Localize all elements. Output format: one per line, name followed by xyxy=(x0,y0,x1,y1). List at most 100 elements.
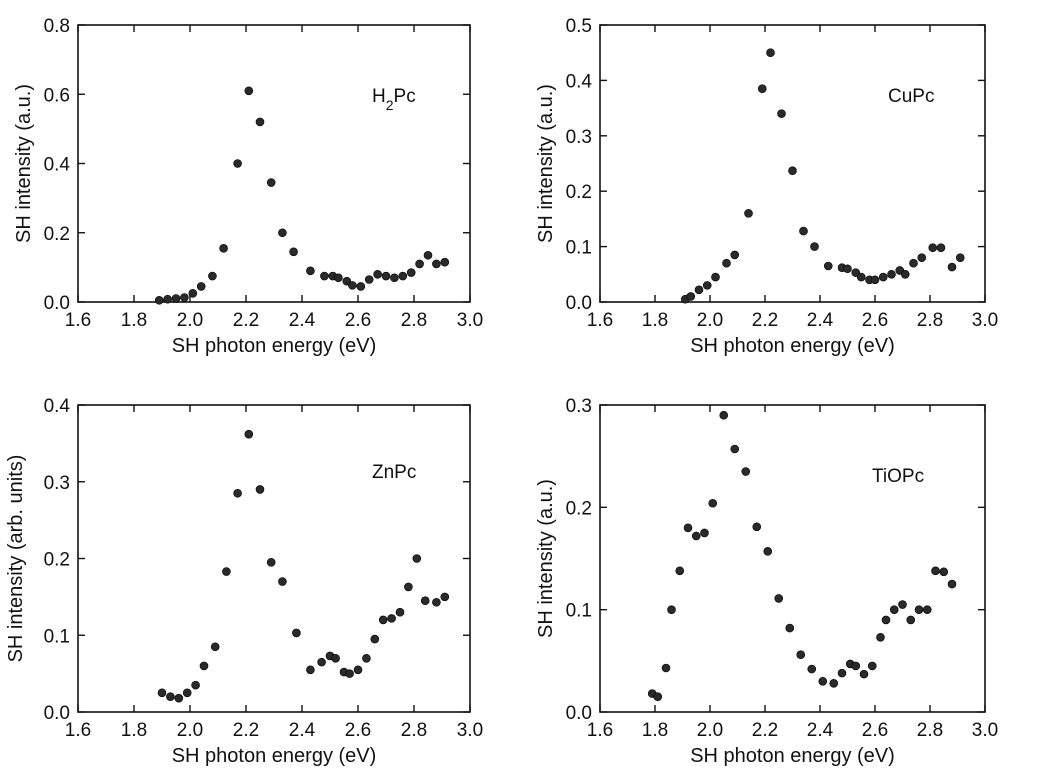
y-tick-label: 0.1 xyxy=(566,601,592,622)
data-point xyxy=(373,269,382,279)
data-point xyxy=(777,109,786,118)
data-point xyxy=(244,429,254,439)
data-point xyxy=(406,268,416,277)
x-tick-label: 2.8 xyxy=(917,310,943,331)
data-point xyxy=(317,657,326,667)
y-tick-label: 0.0 xyxy=(44,293,70,314)
panel-2: 1.6 1.8 2.0 2.2 2.4 2.6 2.8 3.0 0.0 0.1 0.2 0.3 0.4 0… xyxy=(535,16,998,357)
data-point xyxy=(898,600,907,609)
data-point xyxy=(334,273,343,283)
data-point xyxy=(851,661,861,671)
data-point xyxy=(278,577,287,586)
y-tick-label: 0.2 xyxy=(44,550,70,571)
data-point xyxy=(432,597,441,607)
data-point xyxy=(208,271,217,281)
data-point xyxy=(914,605,924,614)
data-point xyxy=(667,605,676,614)
data-point xyxy=(163,294,172,304)
y-tick-label: 0.5 xyxy=(566,16,592,37)
data-point xyxy=(881,615,891,625)
data-point xyxy=(675,566,685,576)
data-point xyxy=(711,272,720,282)
data-point xyxy=(810,242,819,251)
x-tick-label: 2.6 xyxy=(862,310,888,331)
data-point xyxy=(653,692,663,701)
data-point xyxy=(415,259,424,269)
x-tick-label: 1.6 xyxy=(587,720,613,741)
data-point xyxy=(796,650,806,659)
data-point xyxy=(829,679,839,688)
data-point xyxy=(266,558,276,567)
x-tick-label: 2.4 xyxy=(807,720,834,741)
data-point xyxy=(708,498,718,508)
y-tick-label: 0.2 xyxy=(566,182,592,203)
plot-frame xyxy=(77,24,471,303)
data-point xyxy=(233,159,242,168)
x-tick-label: 2.2 xyxy=(233,720,259,741)
x-tick-label: 3.0 xyxy=(457,310,483,331)
x-tick-label: 2.6 xyxy=(345,720,371,741)
data-point xyxy=(423,250,433,260)
data-point xyxy=(788,166,797,176)
panel-4: 1.6 1.8 2.0 2.2 2.4 2.6 2.8 3.0 0.0 0.1 0.2 0.3 SH p… xyxy=(535,396,998,767)
data-point xyxy=(222,567,231,576)
plot-frame xyxy=(599,24,986,303)
data-point xyxy=(889,605,899,614)
plot-frame xyxy=(599,404,986,713)
y-axis-title: SH intensity (a.u.) xyxy=(13,84,35,243)
y-tick-label: 0.2 xyxy=(44,224,70,245)
data-point xyxy=(744,209,753,218)
data-point xyxy=(199,661,209,671)
data-point xyxy=(157,688,167,698)
x-axis-title: SH photon energy (eV) xyxy=(690,335,895,357)
y-tick-label: 0.3 xyxy=(44,473,70,494)
data-point xyxy=(823,261,833,271)
data-point xyxy=(774,594,784,603)
data-point xyxy=(345,669,354,678)
data-point xyxy=(887,269,896,279)
data-point xyxy=(432,259,441,269)
data-point xyxy=(818,676,828,686)
x-tick-label: 3.0 xyxy=(972,310,998,331)
data-point xyxy=(440,592,450,602)
data-point xyxy=(700,528,709,538)
data-point xyxy=(395,607,405,617)
data-point xyxy=(356,282,366,291)
data-point xyxy=(196,282,206,291)
x-tick-label: 2.6 xyxy=(345,310,371,331)
data-point xyxy=(255,485,265,494)
x-tick-label: 2.4 xyxy=(289,720,316,741)
data-point xyxy=(289,247,298,257)
data-point xyxy=(876,632,885,642)
data-point xyxy=(219,244,228,253)
data-point xyxy=(420,596,430,606)
data-point xyxy=(348,281,357,290)
x-tick-label: 2.0 xyxy=(177,720,203,741)
data-point xyxy=(702,281,712,290)
data-point xyxy=(278,228,287,238)
y-tick-label: 0.2 xyxy=(566,498,592,519)
y-tick-label: 0.4 xyxy=(44,396,71,417)
panel-label: CuPc xyxy=(888,86,934,107)
x-tick-label: 3.0 xyxy=(972,720,998,741)
data-point xyxy=(362,653,371,663)
data-point xyxy=(306,665,315,675)
data-point xyxy=(785,623,795,633)
data-point xyxy=(939,567,949,577)
data-point xyxy=(719,410,729,420)
x-tick-label: 1.6 xyxy=(587,310,613,331)
data-point xyxy=(799,226,808,236)
x-tick-label: 1.8 xyxy=(642,720,668,741)
data-point xyxy=(843,264,852,274)
y-tick-label: 0.3 xyxy=(566,127,592,148)
data-point xyxy=(947,579,957,589)
data-point xyxy=(390,273,399,283)
x-tick-label: 1.8 xyxy=(121,310,147,331)
data-point xyxy=(909,258,918,268)
x-tick-label: 3.0 xyxy=(457,720,483,741)
data-point xyxy=(292,628,301,638)
data-point xyxy=(661,663,671,673)
data-point xyxy=(306,266,315,276)
data-point xyxy=(370,634,380,644)
